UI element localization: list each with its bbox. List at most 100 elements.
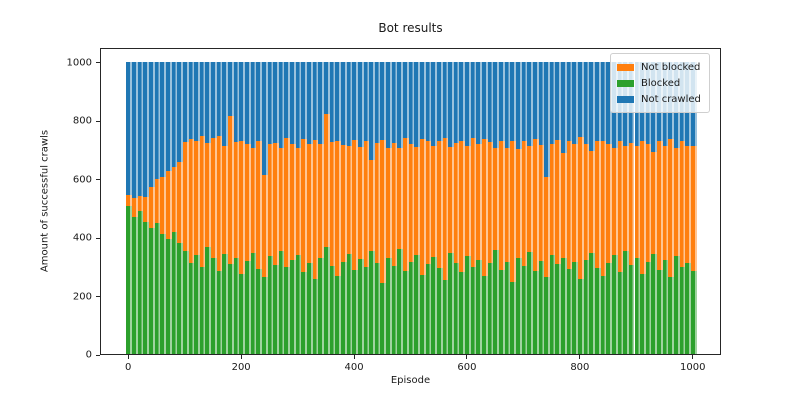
- legend-label: Blocked: [641, 77, 681, 89]
- bar-segment-not-crawled: [425, 61, 432, 141]
- bar-segment-not-blocked: [408, 143, 415, 262]
- bar-segment-not-blocked: [589, 151, 595, 254]
- y-tick-label: 1000: [66, 57, 92, 69]
- bar-segment-not-blocked: [233, 142, 240, 258]
- bar-segment-not-crawled: [403, 61, 409, 138]
- bar-segment-not-blocked: [414, 147, 420, 255]
- bar-segment-blocked: [346, 254, 353, 354]
- bar-column: [182, 47, 189, 354]
- bar-segment-not-crawled: [148, 61, 155, 187]
- bar-column: [436, 47, 443, 354]
- bar-segment-not-blocked: [165, 171, 172, 239]
- bar-segment-not-crawled: [380, 61, 387, 140]
- bar-segment-not-crawled: [521, 61, 528, 141]
- bar-segment-not-blocked: [137, 196, 144, 212]
- bar-segment-not-crawled: [318, 61, 324, 144]
- bar-segment-blocked: [374, 263, 381, 354]
- bar-column: [459, 47, 466, 354]
- bar-segment-blocked: [211, 258, 217, 354]
- bar-segment-not-blocked: [340, 144, 347, 262]
- bar-segment-not-blocked: [261, 174, 268, 278]
- bar-segment-not-blocked: [425, 140, 432, 264]
- bar-segment-not-blocked: [538, 144, 545, 262]
- bar-column: [307, 47, 313, 354]
- bar-segment-not-crawled: [442, 61, 449, 138]
- bar-column: [594, 47, 601, 354]
- bar-segment-not-blocked: [177, 161, 183, 244]
- bar-segment-not-blocked: [465, 145, 471, 257]
- bar-segment-blocked: [538, 261, 545, 354]
- bar-column: [256, 47, 262, 354]
- bar-segment-not-crawled: [544, 61, 550, 177]
- bar-column: [194, 47, 200, 354]
- bar-segment-not-blocked: [284, 137, 291, 267]
- bar-segment-blocked: [470, 266, 477, 354]
- bar-segment-not-crawled: [414, 61, 420, 147]
- bar-column: [205, 47, 212, 354]
- bar-segment-not-blocked: [352, 139, 358, 270]
- bar-segment-not-crawled: [216, 61, 223, 136]
- bar-segment-not-blocked: [453, 142, 460, 263]
- bar-segment-not-crawled: [352, 61, 358, 140]
- bar-column: [408, 47, 415, 354]
- bar-segment-not-blocked: [391, 142, 398, 266]
- bar-segment-blocked: [160, 234, 166, 354]
- bar-segment-not-blocked: [521, 140, 528, 266]
- bar-segment-blocked: [132, 216, 138, 354]
- bar-segment-blocked: [250, 253, 257, 354]
- bar-segment-not-blocked: [250, 147, 257, 254]
- bar-segment-blocked: [645, 261, 652, 354]
- bar-segment-not-crawled: [244, 61, 251, 144]
- bar-column: [561, 47, 567, 354]
- bar-segment-not-crawled: [143, 61, 149, 198]
- bar-segment-blocked: [126, 206, 133, 354]
- x-tick-label: 1000: [680, 362, 706, 373]
- bar-column: [369, 47, 375, 354]
- bar-segment-blocked: [657, 269, 663, 354]
- bar-segment-not-blocked: [600, 141, 607, 276]
- bar-column: [363, 47, 370, 354]
- bar-segment-blocked: [685, 262, 691, 354]
- bar-segment-blocked: [634, 258, 641, 354]
- legend-entry: Blocked: [617, 75, 701, 91]
- bar-column: [250, 47, 257, 354]
- y-tick-mark: [96, 237, 100, 239]
- bar-segment-not-crawled: [154, 61, 161, 179]
- bar-segment-not-blocked: [431, 145, 437, 257]
- bar-column: [352, 47, 358, 354]
- bar-segment-not-blocked: [182, 142, 189, 252]
- bar-segment-not-crawled: [436, 61, 443, 141]
- bar-column: [239, 47, 245, 354]
- x-tick-mark: [127, 355, 129, 359]
- bar-segment-blocked: [369, 251, 375, 354]
- bar-segment-blocked: [324, 247, 330, 354]
- bar-segment-not-crawled: [137, 61, 144, 197]
- bar-segment-blocked: [425, 263, 432, 354]
- bar-segment-not-crawled: [504, 61, 511, 149]
- bar-segment-not-blocked: [561, 152, 567, 258]
- bar-segment-not-crawled: [499, 61, 505, 141]
- bar-column: [132, 47, 138, 354]
- bar-segment-not-blocked: [657, 141, 663, 270]
- bar-column: [318, 47, 324, 354]
- bar-column: [273, 47, 279, 354]
- bar-column: [278, 47, 285, 354]
- bar-column: [126, 47, 133, 354]
- bar-segment-blocked: [510, 282, 516, 354]
- bar-column: [177, 47, 183, 354]
- bar-segment-not-blocked: [504, 148, 511, 262]
- bar-column: [295, 47, 302, 354]
- bar-segment-not-blocked: [606, 143, 612, 263]
- bar-segment-blocked: [487, 263, 494, 354]
- bar-segment-blocked: [165, 238, 172, 354]
- bar-segment-blocked: [216, 270, 223, 354]
- bar-column: [301, 47, 308, 354]
- bar-segment-blocked: [256, 269, 262, 354]
- bar-segment-not-blocked: [363, 141, 370, 267]
- bar-segment-not-blocked: [199, 136, 206, 268]
- bar-segment-not-crawled: [346, 61, 353, 146]
- bar-segment-not-blocked: [674, 148, 680, 257]
- bar-segment-not-blocked: [307, 144, 313, 264]
- bar-segment-blocked: [397, 249, 404, 354]
